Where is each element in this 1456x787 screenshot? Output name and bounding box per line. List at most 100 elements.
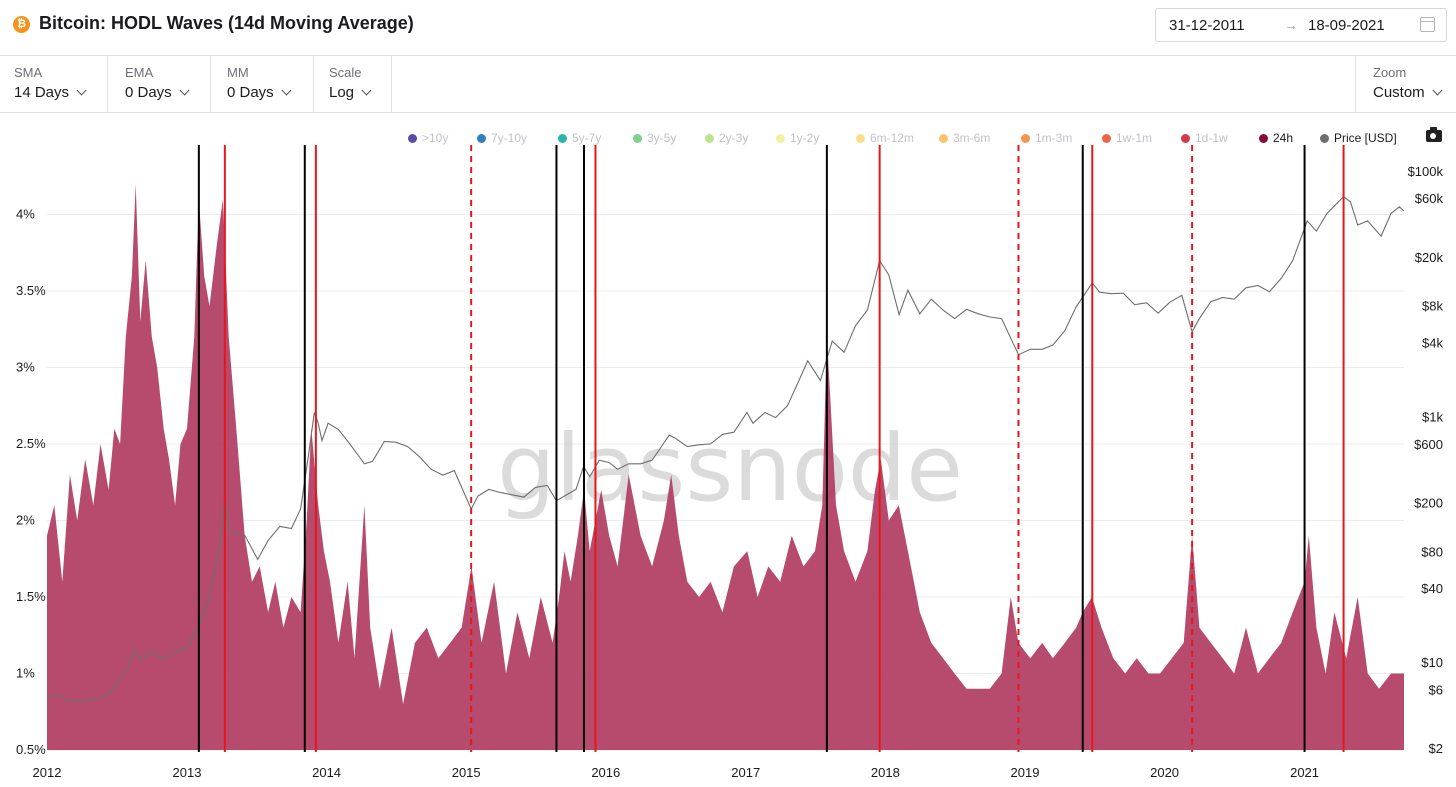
sma-select[interactable]: SMA 14 Days: [0, 56, 108, 112]
sma-label: SMA: [14, 65, 43, 80]
calendar-icon[interactable]: [1420, 17, 1435, 32]
x-tick-label: 2014: [312, 765, 341, 780]
legend-item[interactable]: 5y-7y: [558, 131, 601, 145]
zoom-select[interactable]: Zoom Custom: [1355, 56, 1456, 112]
legend-label: 5y-7y: [572, 131, 602, 145]
ema-select[interactable]: EMA 0 Days: [108, 56, 211, 112]
legend-item[interactable]: >10y: [408, 131, 448, 145]
scale-select[interactable]: Scale Log: [314, 56, 392, 112]
legend-dot-icon: [477, 134, 486, 143]
page-title: Bitcoin: HODL Waves (14d Moving Average): [39, 13, 414, 33]
x-tick-label: 2018: [871, 765, 900, 780]
price-tick-label: $8k: [1422, 299, 1443, 314]
legend-item[interactable]: 2y-3y: [705, 131, 748, 145]
chevron-down-icon: [179, 85, 190, 96]
camera-icon[interactable]: [1426, 127, 1442, 142]
legend-label: >10y: [422, 131, 449, 145]
legend-item[interactable]: 1w-1m: [1102, 131, 1152, 145]
chevron-down-icon: [281, 85, 292, 96]
legend-item[interactable]: 7y-10y: [477, 131, 527, 145]
legend-dot-icon: [558, 134, 567, 143]
chevron-down-icon: [1432, 85, 1443, 96]
legend-dot-icon: [1021, 134, 1030, 143]
price-tick-label: $60k: [1415, 191, 1444, 206]
price-tick-label: $1k: [1422, 410, 1443, 425]
legend-dot-icon: [705, 134, 714, 143]
ema-label: EMA: [125, 65, 154, 80]
price-tick-label: $200: [1414, 495, 1443, 510]
mm-value[interactable]: 0 Days: [227, 84, 292, 101]
y-tick-label: 1%: [16, 666, 35, 681]
legend-dot-icon: [408, 134, 417, 143]
y-tick-label: 4%: [16, 207, 35, 222]
y-tick-label: 1.5%: [16, 589, 46, 604]
date-range-picker[interactable]: 31-12-2011 → 18-09-2021: [1155, 8, 1447, 42]
legend-label: 7y-10y: [491, 131, 528, 145]
legend-label: 1w-1m: [1116, 131, 1153, 145]
legend-item[interactable]: 6m-12m: [856, 131, 914, 145]
legend-label: 24h: [1273, 131, 1294, 145]
y-tick-label: 3.5%: [16, 283, 46, 298]
legend-item[interactable]: 3m-6m: [939, 131, 990, 145]
legend-item[interactable]: 1y-2y: [776, 131, 819, 145]
legend-dot-icon: [1320, 134, 1329, 143]
watermark: glassnode: [497, 415, 963, 522]
legend-label: Price [USD]: [1334, 131, 1397, 145]
legend-dot-icon: [633, 134, 642, 143]
price-tick-label: $10: [1421, 655, 1443, 670]
x-tick-label: 2019: [1011, 765, 1040, 780]
area-24h: [47, 183, 1404, 750]
legend-label: 3y-5y: [647, 131, 677, 145]
legend-label: 1d-1w: [1195, 131, 1228, 145]
y-tick-label: 2.5%: [16, 436, 46, 451]
legend-label: 1y-2y: [790, 131, 820, 145]
ema-value[interactable]: 0 Days: [125, 84, 190, 101]
legend-label: 1m-3m: [1035, 131, 1073, 145]
legend-label: 6m-12m: [870, 131, 915, 145]
sma-value[interactable]: 14 Days: [14, 84, 87, 101]
y-tick-label: 2%: [16, 513, 35, 528]
legend-item[interactable]: 24h: [1259, 131, 1293, 145]
price-tick-label: $100k: [1408, 164, 1444, 179]
legend-dot-icon: [856, 134, 865, 143]
x-tick-label: 2012: [33, 765, 62, 780]
mm-select[interactable]: MM 0 Days: [211, 56, 314, 112]
mm-label: MM: [227, 65, 249, 80]
y-tick-label: 3%: [16, 360, 35, 375]
price-tick-label: $4k: [1422, 336, 1443, 351]
y-tick-label: 0.5%: [16, 742, 46, 757]
legend-dot-icon: [1102, 134, 1111, 143]
x-tick-label: 2021: [1290, 765, 1319, 780]
legend-label: 3m-6m: [953, 131, 991, 145]
legend-dot-icon: [1259, 134, 1268, 143]
legend-item[interactable]: 1m-3m: [1021, 131, 1072, 145]
x-tick-label: 2016: [591, 765, 620, 780]
chevron-down-icon: [76, 85, 87, 96]
arrow-right-icon: →: [1284, 17, 1298, 33]
date-from-input[interactable]: 31-12-2011: [1169, 17, 1245, 34]
price-tick-label: $600: [1414, 437, 1443, 452]
legend-item[interactable]: Price [USD]: [1320, 131, 1397, 145]
chevron-down-icon: [361, 85, 372, 96]
x-tick-label: 2015: [452, 765, 481, 780]
legend-dot-icon: [776, 134, 785, 143]
price-tick-label: $2: [1429, 741, 1443, 756]
price-tick-label: $80: [1421, 544, 1443, 559]
scale-value[interactable]: Log: [329, 84, 372, 101]
x-tick-label: 2013: [173, 765, 202, 780]
legend-dot-icon: [939, 134, 948, 143]
bitcoin-icon: ₿: [13, 16, 30, 33]
legend-item[interactable]: 3y-5y: [633, 131, 676, 145]
date-to-input[interactable]: 18-09-2021: [1308, 17, 1385, 34]
price-tick-label: $20k: [1415, 250, 1444, 265]
price-tick-label: $40: [1421, 581, 1443, 596]
price-line: [46, 195, 1405, 702]
price-tick-label: $6: [1429, 682, 1443, 697]
legend-label: 2y-3y: [719, 131, 749, 145]
zoom-value[interactable]: Custom: [1373, 84, 1443, 101]
header: ₿ Bitcoin: HODL Waves (14d Moving Averag…: [0, 0, 1456, 56]
chart-controls: SMA 14 Days EMA 0 Days MM 0 Days Scale L…: [0, 56, 1456, 113]
x-tick-label: 2017: [731, 765, 760, 780]
hodl-waves-chart: 0.5% 1% 1.5% 2% 2.5% 3% 3.5% 4% $2 $6 $10 $40 $80 $20…: [16, 145, 1444, 780]
legend-item[interactable]: 1d-1w: [1181, 131, 1228, 145]
